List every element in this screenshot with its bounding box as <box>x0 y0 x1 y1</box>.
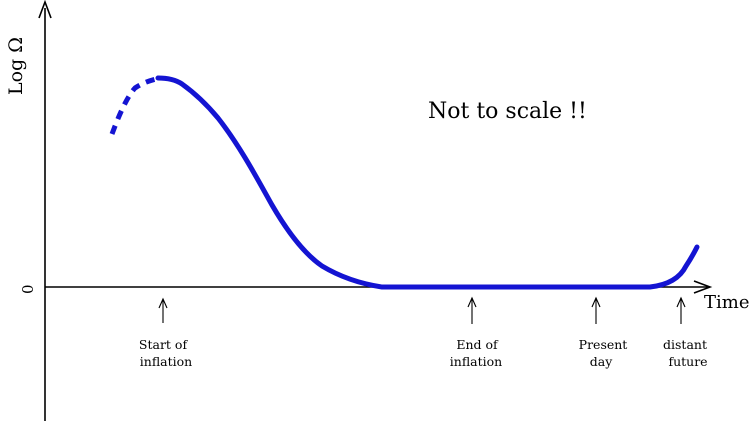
marker-label-line-1: distant <box>663 337 707 352</box>
omega-curve-early-dashed <box>109 75 161 135</box>
x-axis-arrowhead <box>693 280 713 294</box>
marker-present-day: Present day <box>579 296 628 369</box>
marker-label-line-1: End of <box>456 337 499 352</box>
marker-distant-future: distant future <box>663 296 708 369</box>
y-axis-arrowhead <box>38 0 52 19</box>
arrow-up-icon <box>591 296 601 308</box>
marker-label-line-2: future <box>668 354 707 369</box>
marker-label-line-2: day <box>590 354 613 369</box>
y-axis-label: Log Ω <box>5 37 27 95</box>
marker-label-line-2: inflation <box>140 354 192 369</box>
marker-end-of-inflation: End of inflation <box>450 296 502 369</box>
x-axis-label: Time <box>704 292 749 313</box>
marker-label-line-1: Start of <box>139 337 189 352</box>
not-to-scale-note: Not to scale !! <box>428 99 587 124</box>
marker-label-line-1: Present <box>579 337 628 352</box>
arrow-up-icon <box>158 297 168 309</box>
zero-label: 0 <box>19 284 37 294</box>
arrow-up-icon <box>467 296 477 308</box>
marker-label-line-2: inflation <box>450 354 502 369</box>
marker-start-of-inflation: Start of inflation <box>139 297 192 369</box>
arrow-up-icon <box>676 296 686 308</box>
omega-curve <box>155 75 700 290</box>
